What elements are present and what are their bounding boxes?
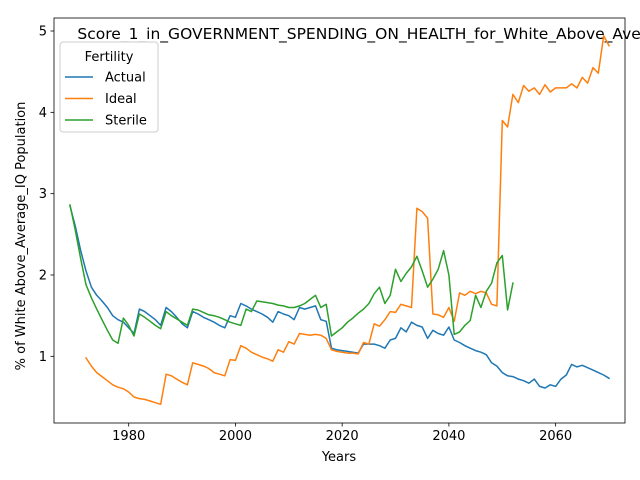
x-tick-label: 1980 [112, 429, 145, 444]
y-tick-label: 4 [39, 106, 47, 121]
x-tick-label: 2040 [432, 429, 465, 444]
legend-title: Fertility [85, 50, 134, 65]
y-tick-label: 2 [39, 268, 47, 283]
chart-title: Score_1_in_GOVERNMENT_SPENDING_ON_HEALTH… [77, 25, 640, 44]
y-axis-label: % of White Above_Average_IQ Population [14, 102, 29, 371]
legend-label-actual: Actual [105, 71, 146, 86]
legend: Fertility Actual Ideal Sterile [59, 41, 159, 133]
series-line-actual [69, 204, 611, 389]
series-line-sterile [69, 204, 514, 345]
y-tick-label: 1 [39, 350, 47, 365]
x-tick-label: 2060 [539, 429, 572, 444]
legend-label-ideal: Ideal [105, 92, 137, 107]
y-tick-label: 3 [39, 187, 47, 202]
x-tick-label: 2020 [326, 429, 359, 444]
plot-area [69, 35, 611, 406]
legend-items: Actual Ideal Sterile [65, 71, 147, 129]
plot-frame [53, 17, 626, 424]
axes: 1980 2000 2020 2040 2060 1 2 3 4 5 [39, 17, 626, 444]
legend-frame [59, 41, 159, 133]
legend-label-sterile: Sterile [105, 114, 147, 129]
x-tick-label: 2000 [219, 429, 252, 444]
series-line-ideal [84, 35, 611, 406]
x-axis-label: Years [321, 450, 357, 465]
y-tick-label: 5 [39, 25, 47, 40]
